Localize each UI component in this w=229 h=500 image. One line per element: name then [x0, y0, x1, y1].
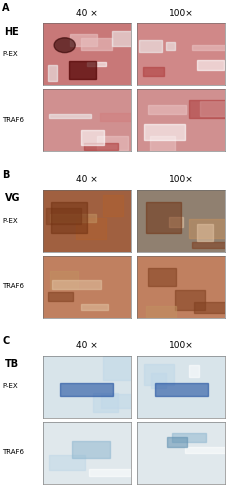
Polygon shape — [86, 62, 106, 66]
Text: C: C — [2, 336, 10, 345]
Polygon shape — [145, 202, 180, 233]
Polygon shape — [138, 40, 162, 52]
Polygon shape — [174, 290, 204, 310]
Polygon shape — [103, 195, 123, 216]
Polygon shape — [81, 130, 104, 145]
Polygon shape — [81, 38, 111, 50]
Polygon shape — [199, 101, 226, 116]
Text: TRAF6: TRAF6 — [2, 284, 24, 290]
Polygon shape — [196, 224, 212, 242]
Text: P-EX: P-EX — [2, 52, 18, 58]
Text: TRAF6: TRAF6 — [2, 450, 24, 456]
Polygon shape — [60, 384, 113, 396]
Polygon shape — [76, 218, 106, 240]
Polygon shape — [154, 384, 207, 396]
Text: P-EX: P-EX — [2, 384, 18, 390]
Polygon shape — [84, 143, 117, 150]
Polygon shape — [143, 67, 164, 76]
Polygon shape — [147, 268, 176, 286]
Text: 40 ×: 40 × — [76, 341, 97, 350]
Polygon shape — [47, 65, 57, 81]
Polygon shape — [69, 34, 97, 46]
Polygon shape — [145, 306, 175, 316]
Polygon shape — [188, 100, 229, 118]
Polygon shape — [103, 356, 147, 380]
Polygon shape — [191, 242, 229, 248]
Circle shape — [54, 38, 75, 52]
Polygon shape — [191, 46, 228, 50]
Polygon shape — [171, 432, 205, 442]
Polygon shape — [149, 136, 174, 150]
Polygon shape — [151, 373, 165, 388]
Polygon shape — [166, 437, 187, 448]
Polygon shape — [147, 106, 185, 114]
Polygon shape — [168, 218, 183, 226]
Polygon shape — [144, 124, 184, 140]
Polygon shape — [101, 394, 131, 407]
Text: 40 ×: 40 × — [76, 175, 97, 184]
Polygon shape — [143, 364, 174, 385]
Polygon shape — [51, 202, 87, 233]
Polygon shape — [97, 136, 128, 150]
Polygon shape — [111, 30, 136, 46]
Polygon shape — [69, 60, 95, 80]
Polygon shape — [52, 280, 100, 289]
Polygon shape — [48, 292, 72, 300]
Text: TRAF6: TRAF6 — [2, 118, 24, 124]
Polygon shape — [81, 304, 107, 310]
Text: 100×: 100× — [168, 175, 193, 184]
Polygon shape — [89, 468, 131, 476]
Polygon shape — [46, 208, 80, 224]
Polygon shape — [188, 218, 229, 238]
Polygon shape — [189, 365, 198, 376]
Text: TB: TB — [5, 359, 19, 369]
Polygon shape — [49, 272, 78, 289]
Text: HE: HE — [5, 27, 19, 37]
Polygon shape — [72, 442, 110, 458]
Polygon shape — [185, 446, 227, 454]
Polygon shape — [93, 392, 117, 412]
Text: 100×: 100× — [168, 9, 193, 18]
Text: B: B — [2, 170, 10, 179]
Polygon shape — [100, 114, 134, 121]
Polygon shape — [166, 42, 174, 50]
Text: VG: VG — [5, 193, 20, 203]
Polygon shape — [49, 455, 85, 470]
Polygon shape — [50, 214, 96, 222]
Polygon shape — [196, 60, 223, 70]
Polygon shape — [193, 302, 227, 313]
Text: 40 ×: 40 × — [76, 9, 97, 18]
Text: A: A — [2, 4, 10, 14]
Polygon shape — [49, 114, 91, 117]
Text: P-EX: P-EX — [2, 218, 18, 224]
Text: 100×: 100× — [168, 341, 193, 350]
